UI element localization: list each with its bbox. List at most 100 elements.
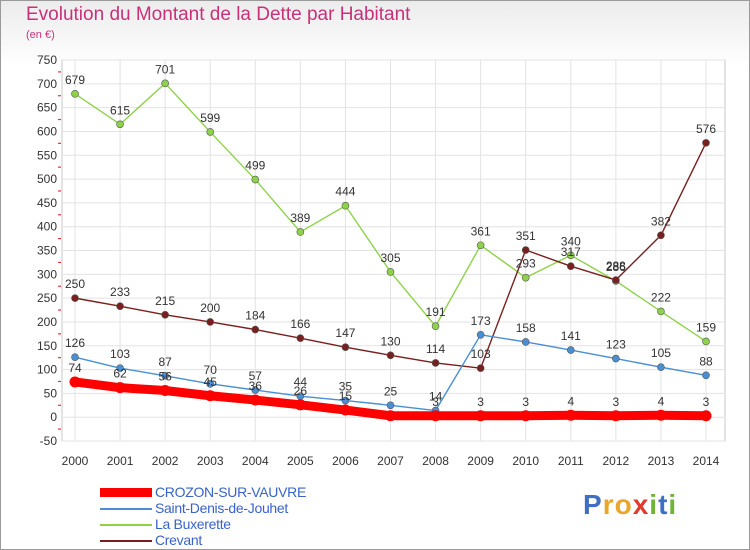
data-point <box>116 302 124 311</box>
data-label: 103 <box>110 347 130 361</box>
data-point <box>385 410 396 422</box>
data-point <box>566 262 575 271</box>
data-point <box>296 334 305 342</box>
data-point <box>521 246 530 254</box>
data-label: 305 <box>380 251 400 265</box>
data-label: 444 <box>335 185 355 199</box>
data-label: 103 <box>471 347 491 361</box>
data-label: 15 <box>339 389 353 403</box>
x-tick-label: 2011 <box>558 454 584 468</box>
logo-letter: x <box>632 489 650 520</box>
data-point <box>386 268 395 276</box>
axis-layer: -50 0 50 100 150 200 250 300 350 400 450 500 550 600 6… <box>37 53 720 468</box>
legend-swatch <box>100 540 152 542</box>
x-tick-label: 2001 <box>107 454 134 468</box>
y-tick-label: 150 <box>37 339 57 353</box>
y-tick-label: 750 <box>37 53 57 67</box>
data-label: 141 <box>561 329 581 343</box>
data-point <box>339 404 351 416</box>
data-label: 159 <box>696 320 716 334</box>
data-point <box>655 409 667 421</box>
y-tick-label: 50 <box>44 386 58 400</box>
x-tick-label: 2003 <box>197 454 224 468</box>
data-label: 576 <box>696 122 716 136</box>
data-point <box>249 394 261 406</box>
data-label: 191 <box>426 305 446 319</box>
data-point <box>702 337 710 346</box>
x-tick-label: 2004 <box>242 454 269 468</box>
x-tick-label: 2009 <box>467 454 494 468</box>
y-tick-label: 0 <box>50 410 57 424</box>
data-point <box>475 410 487 422</box>
data-label: 233 <box>110 285 130 299</box>
series-layer <box>69 79 712 422</box>
data-label: 4 <box>567 394 574 408</box>
data-label: 26 <box>294 384 308 398</box>
data-point <box>657 231 665 240</box>
legend-swatch <box>100 488 152 497</box>
x-tick-label: 2007 <box>377 454 404 468</box>
data-label: 317 <box>561 245 581 259</box>
data-label: 499 <box>245 159 265 173</box>
data-point <box>251 325 260 334</box>
y-tick-label: 250 <box>37 291 57 305</box>
y-tick-label: 500 <box>37 172 57 186</box>
y-tick-label: 400 <box>37 220 57 234</box>
data-label: 105 <box>651 346 671 360</box>
data-label: 74 <box>68 361 82 375</box>
data-point <box>702 139 710 147</box>
data-label: 184 <box>245 309 265 323</box>
data-point <box>386 401 395 410</box>
proxiti-logo: Proxiti <box>583 489 677 521</box>
legend-label: CROZON-SUR-VAUVRE <box>155 484 306 500</box>
legend-swatch <box>100 508 152 510</box>
data-point <box>341 343 350 351</box>
data-label: 57 <box>249 369 263 383</box>
data-label: 123 <box>606 338 626 352</box>
y-tick-label: 200 <box>37 315 57 329</box>
x-tick-label: 2013 <box>648 454 675 468</box>
data-label-layer: 6796157015994993894443051913612933402862… <box>65 62 716 408</box>
legend-label: Crevant <box>155 532 202 548</box>
data-label: 45 <box>204 375 218 389</box>
data-label: 286 <box>606 260 626 274</box>
data-point <box>612 354 620 363</box>
data-point <box>116 364 124 372</box>
y-tick-label: 100 <box>37 363 57 377</box>
data-label: 679 <box>65 73 85 87</box>
data-point <box>521 338 530 346</box>
data-point <box>565 409 577 421</box>
data-label: 88 <box>699 354 713 368</box>
data-point <box>476 364 485 372</box>
data-label: 3 <box>477 395 484 409</box>
logo-letter: o <box>614 489 633 520</box>
data-label: 3 <box>522 395 529 409</box>
data-point <box>161 79 169 88</box>
data-point <box>296 228 305 236</box>
data-label: 215 <box>155 294 175 308</box>
data-point <box>610 410 622 422</box>
data-label: 4 <box>658 394 665 408</box>
data-label: 158 <box>516 321 536 335</box>
y-tick-label: -50 <box>40 434 58 448</box>
data-label: 3 <box>432 395 439 409</box>
data-point <box>657 307 665 316</box>
data-label: 382 <box>651 214 671 228</box>
x-tick-label: 2005 <box>287 454 314 468</box>
x-tick-label: 2012 <box>603 454 630 468</box>
data-label: 250 <box>65 277 85 291</box>
logo-letter: t <box>658 489 669 520</box>
x-tick-label: 2010 <box>512 454 539 468</box>
data-label: 87 <box>158 355 172 369</box>
x-tick-label: 2002 <box>152 454 179 468</box>
data-point <box>206 380 215 388</box>
data-point <box>161 310 169 319</box>
chart-subtitle: (en €) <box>26 29 55 41</box>
data-label: 173 <box>471 314 491 328</box>
data-label: 70 <box>204 363 218 377</box>
data-label: 288 <box>606 259 626 273</box>
y-tick-label: 300 <box>37 267 57 281</box>
data-point <box>430 410 442 422</box>
data-point <box>206 318 215 326</box>
data-point <box>476 241 485 250</box>
